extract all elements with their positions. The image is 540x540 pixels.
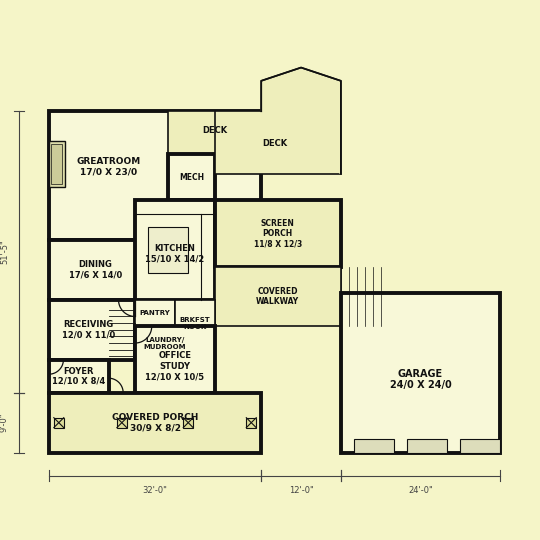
Text: FOYER
12/10 X 8/4: FOYER 12/10 X 8/4 [52, 367, 105, 386]
Bar [49, 140, 65, 187]
Text: DECK: DECK [262, 139, 287, 148]
Text: COVERED PORCH
30/9 X 8/2: COVERED PORCH 30/9 X 8/2 [112, 413, 198, 433]
Text: SCREEN
PORCH
11/8 X 12/3: SCREEN PORCH 11/8 X 12/3 [254, 219, 302, 248]
Bar [49, 300, 135, 360]
Bar [175, 300, 215, 340]
Bar [215, 267, 341, 326]
Bar [215, 200, 341, 267]
Text: GREATROOM
17/0 X 23/0: GREATROOM 17/0 X 23/0 [77, 158, 141, 177]
Bar [215, 111, 341, 174]
Bar [246, 417, 256, 428]
Bar [51, 144, 62, 184]
Bar [117, 417, 127, 428]
Text: DECK: DECK [202, 126, 227, 135]
Text: PANTRY: PANTRY [140, 310, 171, 316]
Text: KITCHEN
15/10 X 14/2: KITCHEN 15/10 X 14/2 [145, 244, 205, 263]
Text: 51'-5": 51'-5" [0, 240, 9, 265]
Bar [460, 439, 500, 453]
Bar [168, 154, 215, 200]
Text: COVERED
WALKWAY: COVERED WALKWAY [256, 287, 299, 306]
Bar [135, 326, 195, 360]
Bar [49, 240, 168, 300]
Polygon shape [261, 68, 341, 174]
Bar [354, 439, 394, 453]
Bar [183, 417, 193, 428]
Bar [135, 300, 175, 326]
Bar [49, 360, 109, 393]
Text: RECEIVING
12/0 X 11/0: RECEIVING 12/0 X 11/0 [62, 320, 115, 340]
Bar [135, 326, 215, 393]
Bar [341, 293, 500, 453]
Text: 32'-0": 32'-0" [143, 485, 167, 495]
Bar [407, 439, 447, 453]
Bar [148, 227, 188, 273]
Text: 24'-0": 24'-0" [408, 485, 433, 495]
Bar [49, 393, 261, 453]
Bar [54, 417, 64, 428]
Text: BRKFST
NOOK: BRKFST NOOK [179, 316, 210, 329]
Text: 12'-0": 12'-0" [289, 485, 313, 495]
Text: OFFICE
STUDY
12/10 X 10/5: OFFICE STUDY 12/10 X 10/5 [145, 352, 205, 381]
Bar [49, 111, 261, 240]
Text: DINING
17/6 X 14/0: DINING 17/6 X 14/0 [69, 260, 122, 280]
Text: 9'-0": 9'-0" [0, 413, 9, 433]
Text: LAUNDRY/
MUDROOM: LAUNDRY/ MUDROOM [144, 336, 186, 349]
Text: GARAGE
24/0 X 24/0: GARAGE 24/0 X 24/0 [390, 369, 451, 390]
Bar [135, 200, 215, 300]
Bar [168, 111, 261, 154]
Text: MECH: MECH [179, 173, 204, 181]
